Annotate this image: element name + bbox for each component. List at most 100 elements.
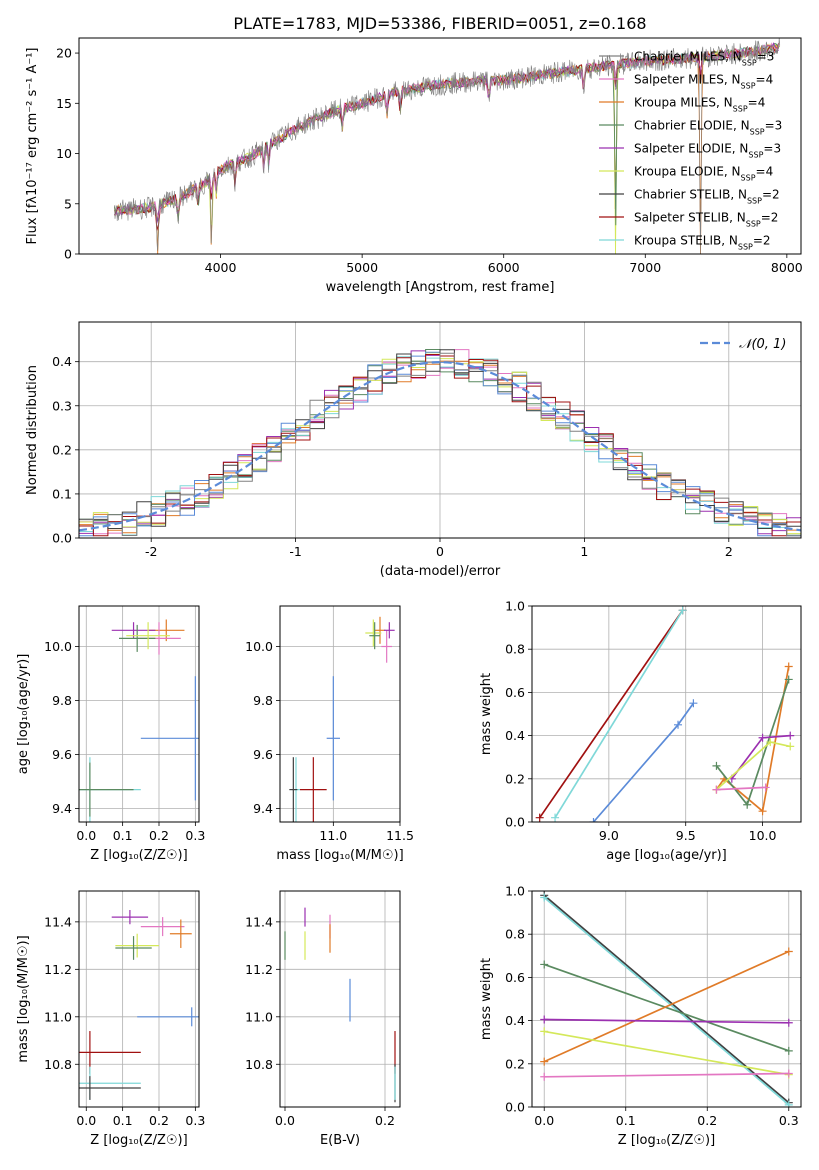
legend-subscript: SSP — [748, 150, 763, 159]
x-axis-label: Z [log₁₀(Z/Z☉)] — [618, 1133, 715, 1148]
model-spectrum-line — [113, 43, 780, 231]
x-tick-label: 2 — [725, 544, 733, 559]
x-axis-label: E(B-V) — [320, 1133, 360, 1148]
y-tick-label: 0.4 — [505, 728, 525, 743]
weight-series-line — [715, 679, 790, 807]
x-tick-label: 6000 — [488, 260, 520, 275]
weight-series-line — [543, 963, 790, 1052]
legend-label: 𝒩(0, 1) — [739, 337, 786, 352]
data-point-marker — [540, 893, 549, 902]
x-tick-label: 0.0 — [76, 828, 96, 843]
y-axis-label: mass weight — [479, 958, 494, 1040]
y-tick-label: 11.0 — [44, 1009, 72, 1024]
x-tick-label: 0.1 — [113, 1113, 133, 1128]
y-tick-label: 11.4 — [44, 914, 72, 929]
legend-label: Chabrier MILES, NSSP=3 — [634, 50, 774, 68]
x-axis-label: age [log₁₀(age/yr)] — [606, 848, 727, 863]
y-tick-label: 0.6 — [505, 970, 525, 985]
data-point-marker — [712, 761, 721, 770]
y-axis-label: mass [log₁₀(M/M☉)] — [16, 935, 31, 1062]
data-point-marker — [674, 720, 683, 729]
data-point-marker — [678, 606, 687, 615]
plot-area — [79, 909, 199, 1100]
weight-series-line — [554, 609, 684, 819]
y-tick-label: 9.4 — [52, 801, 72, 816]
x-tick-label: 10.0 — [749, 828, 777, 843]
x-tick-label: 1 — [580, 544, 588, 559]
plot-area — [284, 907, 396, 1103]
data-point-marker — [784, 1100, 793, 1107]
data-point-marker — [540, 960, 549, 969]
y-tick-label: 9.6 — [253, 747, 273, 762]
axes-frame — [531, 890, 802, 1108]
weight-series-line — [539, 609, 684, 819]
y-tick-label: 0.2 — [505, 771, 525, 786]
weight-series-line — [715, 666, 790, 813]
x-tick-label: 8000 — [771, 260, 803, 275]
chart-residuals: -2 -1 0 1 2 0.0 0.1 0.2 0.3 0.4 (data-model)/error… — [25, 321, 802, 579]
y-axis-label: Flux [fλ10⁻¹⁷ erg cm⁻² s⁻¹ A⁻¹] — [25, 48, 40, 245]
y-tick-label: 0.8 — [505, 642, 525, 657]
figure-title: PLATE=1783, MJD=53386, FIBERID=0051, z=0… — [233, 14, 646, 33]
y-tick-label: 1.0 — [505, 599, 525, 614]
x-tick-label: 7000 — [629, 260, 661, 275]
data-point-marker — [743, 800, 752, 809]
legend-label: Kroupa ELODIE, NSSP=4 — [634, 165, 773, 183]
legend-subscript: SSP — [738, 242, 753, 251]
y-tick-label: 0 — [64, 247, 72, 262]
y-tick-label: 11.0 — [245, 1009, 273, 1024]
data-point-marker — [758, 733, 767, 742]
weight-series-line — [543, 950, 790, 1063]
data-point-marker — [784, 675, 793, 684]
data-point-marker — [540, 1015, 549, 1024]
data-point-marker — [786, 742, 795, 751]
legend-subscript: SSP — [742, 58, 757, 67]
axes-frame — [279, 605, 401, 823]
y-tick-label: 0.8 — [505, 927, 525, 942]
legend-nssp-value: =2 — [762, 188, 780, 202]
y-tick-label: 0.6 — [505, 685, 525, 700]
weight-series-line — [544, 1030, 789, 1076]
plot-area — [113, 38, 781, 254]
data-point-marker — [689, 699, 698, 708]
plot-area — [79, 619, 199, 822]
y-tick-label: 9.8 — [52, 693, 72, 708]
y-tick-label: 0.0 — [505, 815, 525, 830]
legend-subscript: SSP — [750, 127, 765, 136]
axes-frame — [78, 890, 200, 1108]
y-tick-label: 11.2 — [245, 962, 273, 977]
x-tick-label: 9.0 — [599, 828, 619, 843]
x-tick-label: 11.5 — [386, 828, 414, 843]
legend-nssp-value: =2 — [761, 211, 779, 225]
x-tick-label: -2 — [145, 544, 157, 559]
data-point-marker — [712, 785, 721, 794]
data-point-marker — [784, 1018, 793, 1027]
legend-label: Kroupa STELIB, NSSP=2 — [634, 234, 771, 252]
data-point-marker — [784, 947, 793, 956]
x-tick-label: 4000 — [205, 260, 237, 275]
y-tick-label: 0.4 — [505, 1013, 525, 1028]
x-tick-label: 5000 — [346, 260, 378, 275]
x-axis-label: wavelength [Angstrom, rest frame] — [326, 280, 555, 295]
y-tick-label: 0.0 — [505, 1100, 525, 1115]
y-tick-label: 10.8 — [44, 1057, 72, 1072]
chart-mass-vs-ebv: 0.0 0.2 10.8 11.0 11.2 11.4 E(B-V) — [245, 890, 401, 1148]
y-tick-label: 5 — [64, 196, 72, 211]
chart-weight-vs-Z: 0.0 0.1 0.2 0.3 0.0 0.2 0.4 0.6 0.8 1.0 Z [log₁₀(Z… — [479, 884, 802, 1148]
x-tick-label: 0.1 — [616, 1113, 636, 1128]
y-tick-label: 11.4 — [245, 914, 273, 929]
y-tick-label: 9.6 — [52, 747, 72, 762]
chart-mass-vs-Z: 0.0 0.1 0.2 0.3 10.8 11.0 11.2 11.4 Z [log₁₀(Z/Z… — [16, 890, 205, 1148]
axes-frame — [78, 605, 200, 823]
y-tick-label: 15 — [56, 96, 72, 111]
data-point-marker — [786, 731, 795, 740]
legend-nssp-value: =3 — [757, 50, 775, 64]
legend-label: Kroupa MILES, NSSP=4 — [634, 96, 765, 114]
legend-subscript: SSP — [746, 219, 761, 228]
y-tick-label: 10 — [56, 146, 72, 161]
y-axis-label: age [log₁₀(age/yr)] — [16, 654, 31, 775]
data-point-marker — [589, 818, 598, 822]
data-point-marker — [766, 738, 775, 747]
legend-subscript: SSP — [741, 81, 756, 90]
y-tick-label: 10.0 — [245, 639, 273, 654]
